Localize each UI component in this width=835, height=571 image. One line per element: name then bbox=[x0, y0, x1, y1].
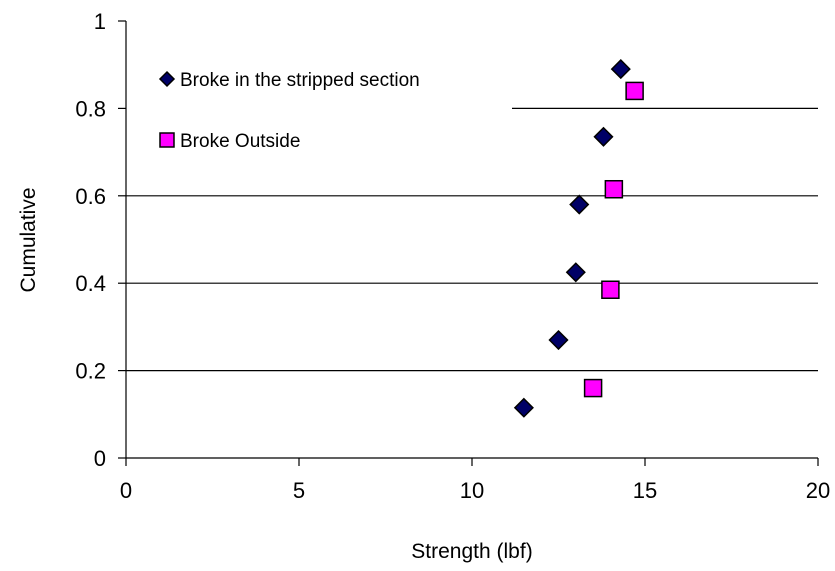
point-stripped-5 bbox=[610, 59, 631, 80]
y-tick-label: 0.4 bbox=[75, 271, 106, 296]
point-stripped-0 bbox=[513, 397, 534, 418]
point-stripped-3 bbox=[569, 194, 590, 215]
data-points bbox=[513, 59, 644, 418]
point-outside-3 bbox=[625, 81, 644, 101]
legend-marker-outside bbox=[159, 132, 175, 148]
legend: Broke in the stripped section Broke Outs… bbox=[158, 70, 420, 152]
y-tick-label: 0.8 bbox=[75, 96, 106, 121]
y-tick-label: 0.6 bbox=[75, 184, 106, 209]
point-stripped-4 bbox=[593, 126, 614, 147]
legend-marker-stripped bbox=[158, 70, 176, 88]
y-tick-label: 1 bbox=[94, 9, 106, 34]
x-tick-label: 15 bbox=[633, 478, 657, 503]
legend-item-outside bbox=[159, 132, 175, 148]
x-tick-label: 0 bbox=[120, 478, 132, 503]
point-outside-0 bbox=[583, 378, 603, 398]
point-outside-2 bbox=[604, 179, 624, 199]
y-tick-label: 0 bbox=[94, 446, 106, 471]
x-tick-label: 10 bbox=[460, 478, 484, 503]
point-outside-1 bbox=[601, 280, 620, 300]
y-tick-label: 0.2 bbox=[75, 359, 106, 384]
legend-label-stripped: Broke in the stripped section bbox=[180, 70, 420, 91]
point-stripped-2 bbox=[565, 262, 586, 283]
x-axis-title: Strength (lbf) bbox=[411, 540, 532, 563]
y-axis-title: Cumulative bbox=[17, 187, 40, 292]
ticks: 00.20.40.60.810 5 10 15 20 bbox=[75, 9, 830, 503]
legend-item-stripped bbox=[158, 70, 176, 88]
gridlines bbox=[126, 107, 818, 372]
legend-label-outside: Broke Outside bbox=[180, 131, 300, 152]
point-stripped-1 bbox=[548, 329, 569, 351]
x-tick-label: 5 bbox=[293, 478, 305, 503]
x-tick-label: 20 bbox=[806, 478, 830, 503]
